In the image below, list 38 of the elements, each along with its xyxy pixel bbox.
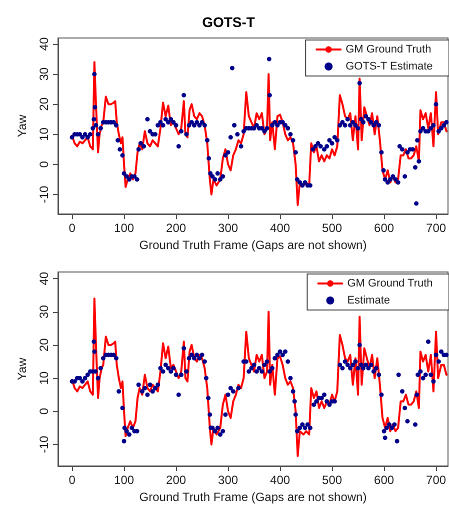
x-tick-label: 500 (322, 221, 342, 235)
legend-label: GOTS-T Estimate (346, 60, 433, 72)
x-tick-label: 200 (166, 473, 186, 487)
y-tick-label: 30 (37, 67, 51, 81)
x-tick-label: 100 (114, 221, 134, 235)
x-tick-label: 700 (426, 473, 446, 487)
y-axis-title: Yaw (15, 114, 29, 138)
legend-label: GM Ground Truth (346, 44, 432, 56)
x-tick-label: 400 (270, 473, 290, 487)
y-tick-label: 0 (37, 160, 51, 168)
legend-label: GM Ground Truth (347, 278, 433, 290)
y-axis-title: Yaw (15, 357, 29, 380)
y-tick-label: 30 (37, 304, 51, 318)
x-tick-label: 600 (374, 473, 394, 487)
x-axis-title: Ground Truth Frame (Gaps are not shown) (139, 238, 367, 252)
x-axis-title: Ground Truth Frame (Gaps are not shown) (139, 490, 367, 504)
line-series (71, 298, 448, 458)
x-tick-label: 100 (114, 473, 134, 487)
y-tick-label: 10 (37, 371, 51, 385)
y-tick-label: 0 (37, 408, 51, 415)
y-tick-label: 20 (37, 97, 51, 111)
x-tick-label: 600 (374, 221, 394, 235)
chart-title: GOTS-T (202, 14, 256, 30)
y-tick-label: 20 (37, 338, 51, 352)
y-tick-label: -10 (37, 185, 51, 204)
x-tick-label: 300 (218, 221, 238, 235)
legend-label: Estimate (347, 294, 390, 306)
x-tick-label: 0 (68, 221, 76, 235)
y-tick-label: 40 (37, 272, 51, 286)
x-tick-label: 700 (426, 221, 446, 235)
x-tick-label: 400 (270, 221, 290, 235)
x-tick-label: 500 (322, 473, 342, 487)
x-tick-label: 300 (218, 473, 238, 487)
x-tick-label: 0 (68, 473, 76, 487)
y-tick-label: -10 (37, 435, 51, 454)
x-tick-label: 200 (166, 221, 186, 235)
y-tick-label: 40 (37, 37, 51, 51)
y-tick-label: 10 (37, 127, 51, 141)
